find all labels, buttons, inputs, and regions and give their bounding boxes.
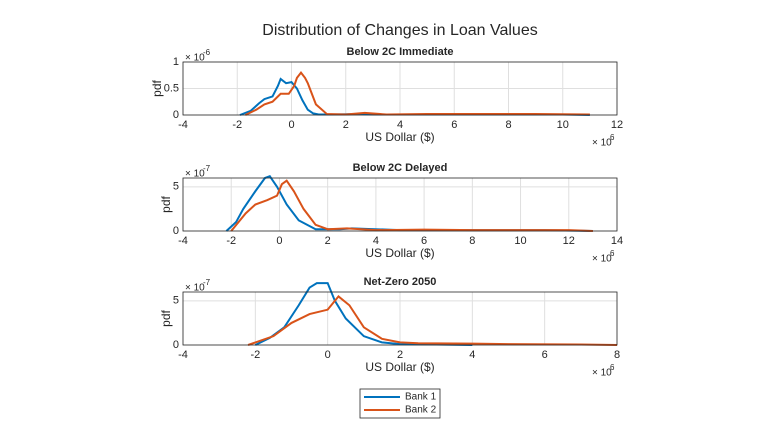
x-axis-label: US Dollar ($)	[365, 130, 434, 144]
x-exponent-base: × 10	[592, 254, 612, 265]
legend-box	[359, 388, 441, 419]
y-tick-label: 5	[173, 295, 179, 307]
y-exponent-base: × 10	[185, 283, 205, 294]
y-axis-label: pdf	[159, 309, 173, 326]
y-tick-label: 0	[173, 225, 179, 237]
x-exponent-base: × 10	[592, 138, 612, 149]
x-exponent: 6	[610, 133, 615, 142]
y-tick-label: 0	[173, 109, 179, 121]
legend-label: Bank 2	[405, 405, 437, 416]
legend-label: Bank 1	[405, 392, 437, 403]
figure-title: Distribution of Changes in Loan Values	[262, 22, 537, 39]
x-tick-label: 14	[611, 235, 623, 247]
x-tick-label: 4	[373, 235, 379, 247]
axes-box	[182, 177, 618, 232]
plot-area	[183, 178, 617, 231]
density-line	[244, 70, 590, 116]
y-exponent: -7	[203, 278, 211, 287]
subplot-title: Net-Zero 2050	[364, 276, 437, 288]
x-tick-label: -2	[226, 235, 236, 247]
x-axis-label: US Dollar ($)	[365, 360, 434, 374]
x-tick-label: 10	[557, 119, 569, 131]
x-tick-label: -2	[250, 349, 260, 361]
x-exponent-base: × 10	[592, 368, 612, 379]
y-tick-label: 0	[173, 339, 179, 351]
density-line	[247, 295, 618, 346]
x-tick-label: 12	[563, 235, 575, 247]
subplot-title: Below 2C Immediate	[347, 46, 454, 58]
x-tick-label: -4	[178, 349, 188, 361]
subplot-title: Below 2C Delayed	[353, 162, 448, 174]
x-tick-label: 0	[276, 235, 282, 247]
x-tick-label: 2	[325, 235, 331, 247]
y-tick-label: 0.5	[164, 82, 179, 94]
x-tick-label: 8	[614, 349, 620, 361]
x-tick-label: 0	[325, 349, 331, 361]
x-tick-label: 6	[421, 235, 427, 247]
x-axis-label: US Dollar ($)	[365, 246, 434, 260]
x-tick-label: 8	[469, 235, 475, 247]
x-tick-label: 6	[451, 119, 457, 131]
x-tick-label: 4	[397, 119, 403, 131]
y-exponent: -7	[203, 164, 211, 173]
x-tick-label: 2	[397, 349, 403, 361]
x-tick-label: 6	[542, 349, 548, 361]
x-tick-label: 0	[288, 119, 294, 131]
y-axis-label: pdf	[159, 195, 173, 212]
axes-box	[182, 61, 618, 116]
y-tick-label: 1	[173, 56, 179, 68]
y-exponent-base: × 10	[185, 169, 205, 180]
y-axis-label: pdf	[150, 79, 164, 96]
y-exponent: -6	[203, 48, 211, 57]
density-line	[230, 179, 593, 232]
x-tick-label: 4	[469, 349, 475, 361]
y-exponent-base: × 10	[185, 53, 205, 64]
x-tick-label: -4	[178, 119, 188, 131]
x-tick-label: 8	[505, 119, 511, 131]
x-tick-label: -4	[178, 235, 188, 247]
x-tick-label: 10	[514, 235, 526, 247]
x-exponent: 6	[610, 249, 615, 258]
x-tick-label: 12	[611, 119, 623, 131]
x-tick-label: 2	[343, 119, 349, 131]
x-tick-label: -2	[232, 119, 242, 131]
axes-box	[182, 291, 618, 346]
x-exponent: 6	[610, 363, 615, 372]
y-tick-label: 5	[173, 181, 179, 193]
